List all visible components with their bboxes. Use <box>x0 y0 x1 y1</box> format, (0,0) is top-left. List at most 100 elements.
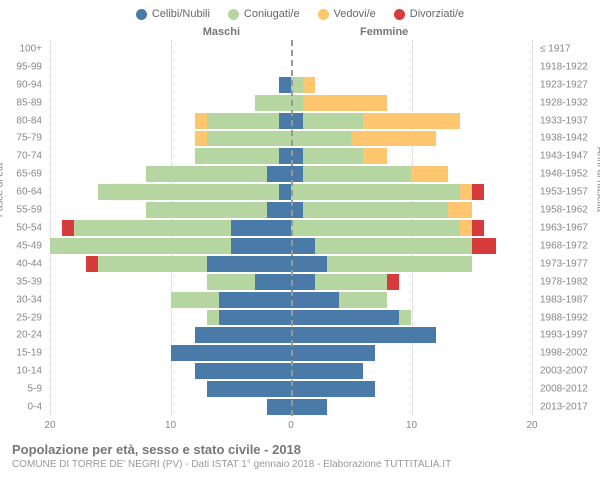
y-tick-age: 10-14 <box>16 366 42 377</box>
y-tick-birth: 1918-1922 <box>540 61 588 72</box>
bar-female <box>291 381 375 397</box>
bar-segment <box>291 327 436 343</box>
y-tick-age: 75-79 <box>16 133 42 144</box>
bar-segment <box>207 256 291 272</box>
bar-female <box>291 95 387 111</box>
bar-segment <box>279 113 291 129</box>
bar-segment <box>460 184 472 200</box>
y-tick-age: 50-54 <box>16 223 42 234</box>
bar-female <box>291 292 387 308</box>
bar-segment <box>303 148 363 164</box>
chart-footer: Popolazione per età, sesso e stato civil… <box>4 438 596 470</box>
bar-segment <box>267 166 291 182</box>
bar-segment <box>291 131 351 147</box>
bar-male <box>207 274 291 290</box>
legend-swatch <box>394 9 405 20</box>
legend-label: Divorziati/e <box>410 8 464 20</box>
y-tick-age: 30-34 <box>16 294 42 305</box>
y-tick-birth: 2008-2012 <box>540 384 588 395</box>
bar-segment <box>207 113 279 129</box>
bar-segment <box>195 113 207 129</box>
y-tick-birth: 1958-1962 <box>540 205 588 216</box>
bar-male <box>86 256 291 272</box>
bar-segment <box>219 310 291 326</box>
bar-male <box>279 77 291 93</box>
bar-segment <box>195 363 291 379</box>
bar-male <box>195 363 291 379</box>
bar-segment <box>207 131 291 147</box>
bar-male <box>146 166 291 182</box>
plot-area: Fasce di età Anni di nascita 100+95-9990… <box>4 40 596 438</box>
y-tick-birth: 1928-1932 <box>540 97 588 108</box>
y-tick-age: 20-24 <box>16 330 42 341</box>
y-tick-age: 100+ <box>19 43 42 54</box>
bar-male <box>255 95 291 111</box>
y-tick-birth: 1948-1952 <box>540 169 588 180</box>
y-tick-age: 5-9 <box>28 384 42 395</box>
bar-segment <box>291 220 460 236</box>
bar-female <box>291 363 363 379</box>
x-axis: 201001020 <box>50 418 532 438</box>
bar-segment <box>255 274 291 290</box>
bar-female <box>291 77 315 93</box>
bar-male <box>62 220 291 236</box>
header-female: Femmine <box>300 26 596 38</box>
bar-female <box>291 399 327 415</box>
bar-segment <box>363 113 459 129</box>
legend-item: Vedovi/e <box>318 8 376 20</box>
legend-swatch <box>136 9 147 20</box>
bar-segment <box>291 310 399 326</box>
y-tick-age: 40-44 <box>16 258 42 269</box>
bar-segment <box>291 184 460 200</box>
y-tick-birth: 1998-2002 <box>540 348 588 359</box>
legend-label: Vedovi/e <box>334 8 376 20</box>
x-tick: 20 <box>44 420 55 431</box>
bar-segment <box>195 148 279 164</box>
bar-segment <box>231 238 291 254</box>
bar-segment <box>303 202 448 218</box>
chart-title: Popolazione per età, sesso e stato civil… <box>12 442 588 457</box>
legend-label: Coniugati/e <box>244 8 300 20</box>
y-tick-age: 45-49 <box>16 240 42 251</box>
legend-item: Celibi/Nubili <box>136 8 210 20</box>
bar-female <box>291 238 496 254</box>
legend-swatch <box>318 9 329 20</box>
bar-segment <box>363 148 387 164</box>
bar-segment <box>411 166 447 182</box>
bar-segment <box>387 274 399 290</box>
bar-segment <box>86 256 98 272</box>
bar-segment <box>171 345 292 361</box>
y-tick-age: 55-59 <box>16 205 42 216</box>
y-tick-age: 95-99 <box>16 61 42 72</box>
y-tick-birth: 1968-1972 <box>540 240 588 251</box>
y-tick-birth: 2003-2007 <box>540 366 588 377</box>
bar-segment <box>98 184 279 200</box>
bar-segment <box>291 256 327 272</box>
bar-segment <box>146 166 267 182</box>
bar-segment <box>291 399 327 415</box>
bar-segment <box>62 220 74 236</box>
bar-segment <box>399 310 411 326</box>
y-axis-right: ≤ 19171918-19221923-19271928-19321933-19… <box>536 40 596 438</box>
bar-female <box>291 310 411 326</box>
bar-segment <box>195 327 291 343</box>
y-tick-age: 70-74 <box>16 151 42 162</box>
y-tick-age: 85-89 <box>16 97 42 108</box>
bar-male <box>195 113 291 129</box>
bar-male <box>195 327 291 343</box>
bar-female <box>291 131 436 147</box>
bar-segment <box>279 77 291 93</box>
y-tick-age: 80-84 <box>16 115 42 126</box>
bar-male <box>195 131 291 147</box>
bar-male <box>146 202 291 218</box>
bar-segment <box>207 310 219 326</box>
bar-segment <box>327 256 472 272</box>
y-tick-age: 25-29 <box>16 312 42 323</box>
y-tick-birth: 2013-2017 <box>540 402 588 413</box>
y-axis-left: 100+95-9990-9485-8980-8475-7970-7465-696… <box>4 40 46 438</box>
bar-segment <box>291 238 315 254</box>
bar-segment <box>279 148 291 164</box>
bar-segment <box>291 345 375 361</box>
bar-segment <box>448 202 472 218</box>
y-tick-birth: 1988-1992 <box>540 312 588 323</box>
